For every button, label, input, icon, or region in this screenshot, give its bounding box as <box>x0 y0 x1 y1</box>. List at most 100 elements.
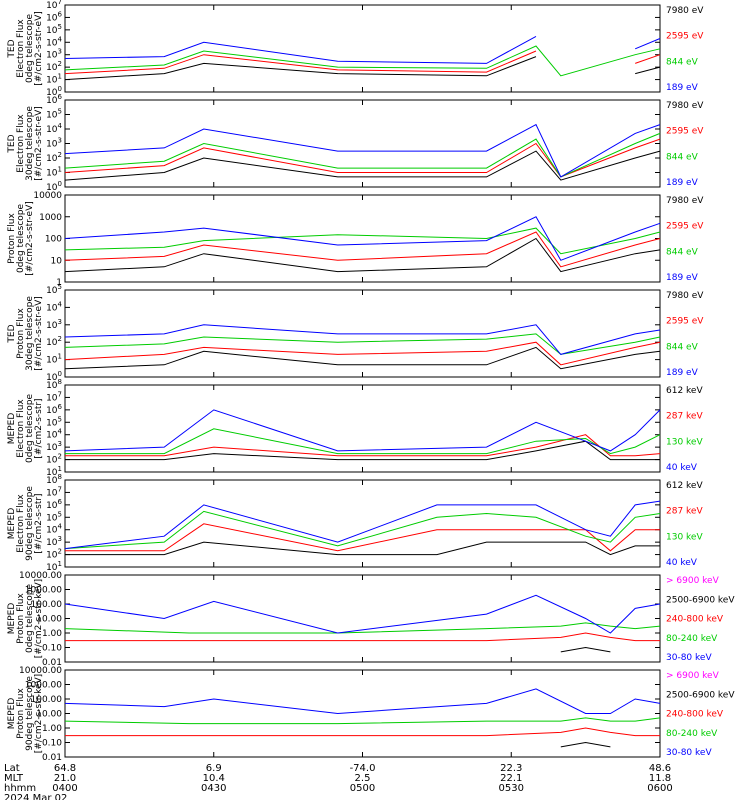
y-axis-label: MEPED <box>7 508 17 540</box>
series-line-40 keV <box>64 409 661 452</box>
y-tick-label: 103 <box>46 318 62 331</box>
y-tick-label: 100 <box>45 235 62 245</box>
legend-entry: > 6900 keV <box>666 576 720 586</box>
series-line-189 eV <box>64 324 661 355</box>
series-line-30-80 keV <box>64 688 661 715</box>
legend-entry: 7980 eV <box>666 196 704 206</box>
y-axis-label: Electron Flux <box>16 494 26 553</box>
y-axis-label: 0deg telescope <box>16 204 26 274</box>
legend-entry: 612 keV <box>666 481 703 491</box>
legend-entry: 40 keV <box>666 463 698 473</box>
y-tick-label: 1.00 <box>42 724 62 734</box>
y-axis-label: 30deg telescope <box>25 296 35 371</box>
footer-mlt-value: 10.4 <box>203 773 225 784</box>
panel-frame <box>64 669 661 758</box>
footer-lat-value: 22.3 <box>500 763 522 774</box>
legend-entry: 612 keV <box>666 386 703 396</box>
series-line-7980 eV <box>64 56 537 81</box>
series-line-612 keV <box>65 541 660 556</box>
y-tick-label: 105 <box>46 23 62 36</box>
y-tick-label: 101 <box>46 560 62 573</box>
panel-frame <box>64 574 661 663</box>
y-tick-label: 10.00 <box>36 710 62 720</box>
y-tick-label: 10000.00 <box>19 571 62 581</box>
footer-hhmm-value: 0500 <box>350 783 375 794</box>
series-line-80-240 keV <box>64 717 661 725</box>
footer-hhmm-value: 0530 <box>499 783 524 794</box>
series-line-30-80 keV <box>64 594 661 634</box>
y-axis-label: 0deg telescope <box>25 584 35 654</box>
y-tick-label: 101 <box>46 166 62 179</box>
series-line-287 keV <box>65 523 660 552</box>
legend-entry: 80-240 keV <box>666 729 718 739</box>
footer-mlt-value: 2.5 <box>355 773 371 784</box>
series-line-2595 eV <box>64 50 537 75</box>
y-tick-label: 0.01 <box>42 658 62 668</box>
y-tick-label: 106 <box>46 93 62 106</box>
y-tick-label: 10000 <box>33 191 62 201</box>
y-tick-label: 102 <box>46 548 62 561</box>
legend-entry: 2500-6900 keV <box>666 690 735 700</box>
footer-row-label: hhmm <box>4 783 36 794</box>
y-tick-label: 101 <box>46 73 62 86</box>
footer-row-label: Lat <box>4 763 20 774</box>
footer-mlt-value: 21.0 <box>54 773 76 784</box>
y-tick-label: 103 <box>46 440 62 453</box>
series-line-2595 eV <box>64 231 661 268</box>
legend-entry: 2595 eV <box>666 127 704 137</box>
series-line-40 keV <box>64 500 661 550</box>
y-axis-label: Electron Flux <box>16 114 26 173</box>
y-axis-label: Electron Flux <box>16 19 26 78</box>
footer-lat-value: 6.9 <box>206 763 222 774</box>
y-tick-label: 104 <box>46 428 62 441</box>
legend-entry: 130 keV <box>666 437 703 447</box>
y-tick-label: 105 <box>46 108 62 121</box>
y-tick-label: 103 <box>46 535 62 548</box>
legend-entry: 7980 eV <box>666 291 704 301</box>
y-tick-label: 1000.00 <box>25 586 62 596</box>
y-axis-label: Proton Flux <box>16 308 26 359</box>
y-axis-label: MEPED <box>7 413 17 445</box>
series-line-287 keV <box>65 434 661 457</box>
series-line-189 eV <box>635 38 661 50</box>
series-line-189 eV <box>64 35 537 64</box>
legend-entry: 2595 eV <box>666 317 704 327</box>
y-tick-label: 1.00 <box>42 629 62 639</box>
y-tick-label: 10 <box>51 256 63 266</box>
panel-frame <box>64 99 661 188</box>
legend-entry: 844 eV <box>666 342 699 352</box>
panel-7: 10000.00 1000.00 100.00 10.00 1.00 0.10 0.01 ME… <box>7 571 735 668</box>
y-axis-label: [#/cm2-s-str-keV] <box>34 674 44 753</box>
y-axis-label: 90deg telescope <box>25 486 35 561</box>
y-tick-label: 104 <box>46 122 62 135</box>
y-tick-label: 103 <box>46 48 62 61</box>
y-tick-label: 100.00 <box>31 600 63 610</box>
footer-mlt-value: 11.8 <box>649 773 671 784</box>
y-axis-label: Electron Flux <box>16 399 26 458</box>
legend-entry: 2500-6900 keV <box>666 595 735 605</box>
footer-hhmm-value: 0600 <box>647 783 672 794</box>
y-tick-label: 105 <box>46 283 62 296</box>
series-line-240-800 keV <box>65 632 660 642</box>
y-tick-label: 103 <box>46 137 62 150</box>
series-line-2500-6900 keV <box>560 741 611 748</box>
legend-entry: 130 keV <box>666 532 703 542</box>
series-line-2595 eV <box>635 54 661 64</box>
legend-entry: 287 keV <box>666 412 703 422</box>
legend-entry: 240-800 keV <box>666 710 724 720</box>
legend-entry: > 6900 keV <box>666 671 720 681</box>
footer-hhmm-value: 0430 <box>201 783 226 794</box>
y-tick-label: 0.01 <box>42 753 62 763</box>
y-axis-label: [#/cm2-s-str] <box>34 493 44 553</box>
series-line-844 eV <box>64 333 661 355</box>
legend-entry: 844 eV <box>666 152 699 162</box>
y-axis-label: 0deg telescope <box>25 394 35 464</box>
y-tick-label: 108 <box>46 378 62 391</box>
y-axis-label: [#/cm2-s-str-eV] <box>34 296 44 371</box>
y-tick-label: 107 <box>46 0 62 11</box>
series-line-7980 eV <box>64 150 661 181</box>
y-tick-label: 102 <box>46 151 62 164</box>
